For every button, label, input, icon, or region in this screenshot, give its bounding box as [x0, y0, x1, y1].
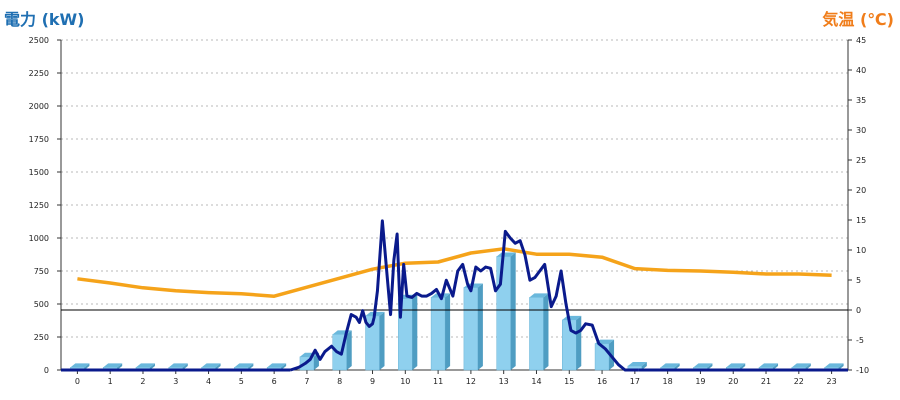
bar	[365, 311, 385, 371]
x-tick-label: 22	[794, 377, 804, 386]
right-tick-label: -5	[856, 336, 864, 345]
left-axis-title: 電力 (kW)	[4, 10, 85, 29]
x-tick-label: 2	[140, 377, 145, 386]
bar	[430, 293, 451, 371]
bar	[463, 283, 483, 371]
right-tick-label: 45	[856, 36, 866, 45]
right-tick-label: 20	[856, 186, 866, 195]
left-tick-label: 750	[34, 267, 49, 276]
left-tick-label: 1250	[29, 201, 49, 210]
right-tick-label: 40	[856, 66, 866, 75]
x-tick-label: 7	[304, 377, 309, 386]
left-tick-label: 1500	[29, 168, 49, 177]
x-tick-label: 3	[173, 377, 178, 386]
x-tick-label: 20	[728, 377, 738, 386]
x-tick-label: 8	[337, 377, 342, 386]
left-tick-label: 1750	[29, 135, 49, 144]
right-tick-label: 5	[856, 276, 861, 285]
left-tick-label: 2000	[29, 102, 49, 111]
right-tick-label: 25	[856, 156, 866, 165]
x-tick-label: 19	[695, 377, 705, 386]
right-tick-label: -10	[856, 366, 869, 375]
x-tick-label: 5	[239, 377, 244, 386]
left-tick-label: 1000	[29, 234, 49, 243]
left-tick-label: 500	[34, 300, 49, 309]
x-tick-label: 18	[663, 377, 673, 386]
x-tick-label: 10	[400, 377, 410, 386]
x-tick-label: 1	[108, 377, 113, 386]
x-tick-label: 0	[75, 377, 80, 386]
right-tick-label: 0	[856, 306, 861, 315]
x-tick-label: 23	[827, 377, 837, 386]
x-tick-label: 17	[630, 377, 640, 386]
left-tick-label: 2250	[29, 69, 49, 78]
bar	[562, 315, 582, 371]
right-tick-label: 10	[856, 246, 866, 255]
x-tick-label: 15	[564, 377, 574, 386]
x-tick-label: 11	[433, 377, 443, 386]
x-tick-label: 12	[466, 377, 476, 386]
left-tick-label: 0	[44, 366, 49, 375]
bar	[496, 252, 516, 371]
bar	[529, 293, 549, 371]
left-tick-label: 250	[34, 333, 49, 342]
power-line	[290, 219, 639, 372]
right-tick-label: 35	[856, 96, 866, 105]
x-tick-label: 9	[370, 377, 375, 386]
temperature-line	[77, 247, 832, 298]
left-tick-label: 2500	[29, 36, 49, 45]
right-axis-title: 気温 (℃)	[822, 10, 894, 29]
bar	[627, 362, 647, 371]
right-tick-label: 30	[856, 126, 866, 135]
x-tick-label: 6	[272, 377, 277, 386]
x-tick-label: 13	[499, 377, 509, 386]
x-tick-label: 14	[531, 377, 541, 386]
x-tick-label: 4	[206, 377, 211, 386]
right-tick-label: 15	[856, 216, 866, 225]
x-tick-label: 21	[761, 377, 771, 386]
x-tick-label: 16	[597, 377, 607, 386]
